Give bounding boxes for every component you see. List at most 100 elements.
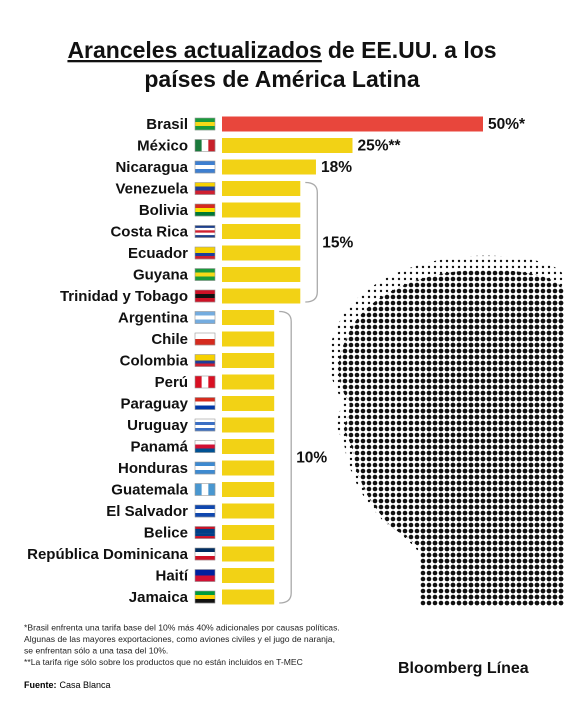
bar xyxy=(222,417,275,433)
title-line-1: Aranceles actualizados de EE.UU. a los xyxy=(67,37,496,63)
flag-stripe xyxy=(195,363,215,367)
flag-stripe xyxy=(195,548,215,553)
title-line-2: países de América Latina xyxy=(144,66,419,92)
flag-stripe xyxy=(195,190,215,195)
flag-stripe xyxy=(195,182,215,187)
bar xyxy=(222,439,275,454)
flag-border xyxy=(194,246,216,260)
flag-border xyxy=(194,483,216,496)
bar xyxy=(222,159,316,175)
flag-stripe xyxy=(195,552,215,557)
flag-stripe xyxy=(195,186,215,191)
flag-stripe xyxy=(195,509,215,514)
flag-stripe xyxy=(195,139,202,152)
flag-border xyxy=(194,203,216,217)
flag-stripe xyxy=(195,268,215,273)
category-label: Guatemala xyxy=(111,481,188,498)
flag-stripe xyxy=(195,528,215,532)
bar xyxy=(222,331,275,347)
value-label: 18% xyxy=(321,159,352,176)
source-label: Fuente: xyxy=(24,680,57,690)
value-label: 25%** xyxy=(358,138,402,155)
flag-stripe xyxy=(195,204,215,209)
value-label: 50%* xyxy=(488,116,526,133)
flag-stripe xyxy=(195,591,215,596)
flag-border xyxy=(194,569,216,582)
category-label: México xyxy=(137,137,188,154)
flag-stripe xyxy=(195,276,215,281)
flag-border xyxy=(194,225,216,238)
flag-border xyxy=(194,504,216,518)
category-label: El Salvador xyxy=(106,503,188,520)
bar xyxy=(222,353,275,368)
flag-stripe xyxy=(195,360,215,364)
flag-stripe xyxy=(195,333,215,340)
bars: Brasil 50%* México 25%** Nicaragua 18% Venezue… xyxy=(27,116,526,606)
flag-stripe xyxy=(195,422,215,426)
flag-stripe xyxy=(195,247,215,251)
flag-border xyxy=(194,397,216,410)
flag-stripe xyxy=(195,208,215,213)
flag-stripe xyxy=(195,290,215,295)
flag-border xyxy=(194,289,216,303)
flag-border xyxy=(194,547,216,561)
category-label: Argentina xyxy=(118,309,189,326)
flag-stripe xyxy=(195,419,215,423)
flag-border xyxy=(194,311,216,324)
flag-stripe xyxy=(208,376,216,388)
source: Fuente: Casa Blanca xyxy=(24,680,111,690)
category-label: Costa Rica xyxy=(110,223,188,240)
flag-stripe xyxy=(201,376,209,388)
category-label: Ecuador xyxy=(128,245,188,262)
flag-stripe xyxy=(195,126,215,131)
group-label: 10% xyxy=(296,449,327,466)
flag-border xyxy=(194,590,216,604)
flag-stripe xyxy=(195,357,215,361)
flag-stripe xyxy=(195,256,215,260)
bar xyxy=(222,589,275,605)
bar xyxy=(222,568,275,583)
flag-stripe xyxy=(195,440,215,445)
flag-stripe xyxy=(195,122,215,127)
flag-stripe xyxy=(201,483,209,496)
category-label: República Dominicana xyxy=(27,546,189,563)
source-text: Casa Blanca xyxy=(60,680,111,690)
footnotes: *Brasil enfrenta una tarifa base del 10%… xyxy=(24,622,340,667)
title: Aranceles actualizados de EE.UU. a los pa… xyxy=(67,37,496,92)
portrait-shadow xyxy=(420,300,564,606)
flag-stripe xyxy=(195,311,215,316)
flag-border xyxy=(194,461,216,475)
flag-stripe xyxy=(195,405,215,410)
bar xyxy=(222,503,275,519)
flag-stripe xyxy=(195,466,215,471)
category-label: Belice xyxy=(144,524,188,541)
flag-stripe xyxy=(195,354,215,358)
bar xyxy=(222,546,275,562)
flag-border xyxy=(194,440,216,453)
flag-border xyxy=(194,375,216,389)
bar xyxy=(222,245,301,261)
flag-stripe xyxy=(195,294,215,299)
flag-stripe xyxy=(195,599,215,604)
flag-stripe xyxy=(195,533,215,537)
flag-stripe xyxy=(195,298,215,303)
flag-stripe xyxy=(195,118,215,123)
flag-border xyxy=(194,332,216,346)
flag-stripe xyxy=(195,253,215,257)
footnote: **La tarifa rige sólo sobre los producto… xyxy=(24,657,303,667)
bar xyxy=(222,482,275,497)
bar xyxy=(222,525,275,540)
category-label: Trinidad y Tobago xyxy=(60,288,188,305)
flag-stripe xyxy=(195,462,215,467)
group-bracket xyxy=(279,310,292,604)
flag-stripe xyxy=(195,227,215,231)
flag-stripe xyxy=(195,428,215,432)
flag-stripe xyxy=(208,139,216,152)
flag-stripe xyxy=(195,339,215,346)
group-bracket xyxy=(305,181,318,303)
flag-border xyxy=(194,418,216,432)
flag-stripe xyxy=(195,483,202,496)
flag-stripe xyxy=(195,161,215,166)
flag-stripe xyxy=(195,569,215,576)
flag-stripe xyxy=(195,232,215,236)
